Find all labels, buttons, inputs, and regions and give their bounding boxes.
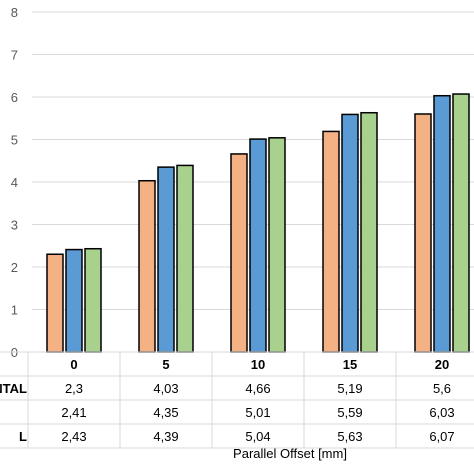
bar-series2-10 xyxy=(268,137,286,353)
table-cell: 6,03 xyxy=(429,405,454,420)
table-cell: 6,07 xyxy=(429,429,454,444)
table-cell: 5,01 xyxy=(245,405,270,420)
bar-series2-5 xyxy=(176,164,194,353)
bar-series1-10 xyxy=(249,138,267,353)
table-row-label: L xyxy=(19,429,27,444)
table-cell: 5,19 xyxy=(337,381,362,396)
y-tick-label: 4 xyxy=(11,175,18,190)
x-tick-label: 0 xyxy=(70,357,77,372)
bars xyxy=(46,93,470,353)
y-tick-label: 6 xyxy=(11,90,18,105)
bar-series0-10 xyxy=(230,153,248,353)
x-tick-label: 5 xyxy=(162,357,169,372)
y-tick-label: 5 xyxy=(11,133,18,148)
bar-series1-15 xyxy=(341,113,359,353)
table-cell: 5,63 xyxy=(337,429,362,444)
table-cell: 4,39 xyxy=(153,429,178,444)
y-tick-label: 8 xyxy=(11,5,18,20)
x-tick-label: 10 xyxy=(251,357,265,372)
table-cell: 5,59 xyxy=(337,405,362,420)
table-cell: 2,3 xyxy=(65,381,83,396)
x-axis-label: Parallel Offset [mm] xyxy=(233,446,347,461)
x-tick-label: 15 xyxy=(343,357,357,372)
bar-series1-5 xyxy=(157,166,175,353)
bar-series2-0 xyxy=(84,247,102,353)
table-cell: 2,41 xyxy=(61,405,86,420)
bar-series2-20 xyxy=(452,93,470,353)
bar-series2-15 xyxy=(360,111,378,353)
y-tick-label: 1 xyxy=(11,303,18,318)
bar-series0-15 xyxy=(322,130,340,353)
bar-series0-20 xyxy=(414,113,432,353)
data-table: 0 5 10 15 20 NTAL 2,3 4,03 4,66 5,19 5,6 2,41 4,35 5,… xyxy=(0,351,474,449)
y-tick-label: 2 xyxy=(11,260,18,275)
table-cell: 4,66 xyxy=(245,381,270,396)
bar-series0-5 xyxy=(138,179,156,353)
bar-series1-20 xyxy=(433,94,451,353)
bar-series1-0 xyxy=(65,248,83,353)
table-row-label: NTAL xyxy=(0,381,27,396)
y-tick-label: 7 xyxy=(11,48,18,63)
x-tick-label: 20 xyxy=(435,357,449,372)
table-cell: 5,6 xyxy=(433,381,451,396)
table-cell: 4,03 xyxy=(153,381,178,396)
table-cell: 4,35 xyxy=(153,405,178,420)
table-cell: 2,43 xyxy=(61,429,86,444)
bar-series0-0 xyxy=(46,253,64,353)
y-tick-label: 3 xyxy=(11,218,18,233)
y-tick-labels: 012345678 xyxy=(11,5,18,360)
table-cell: 5,04 xyxy=(245,429,270,444)
